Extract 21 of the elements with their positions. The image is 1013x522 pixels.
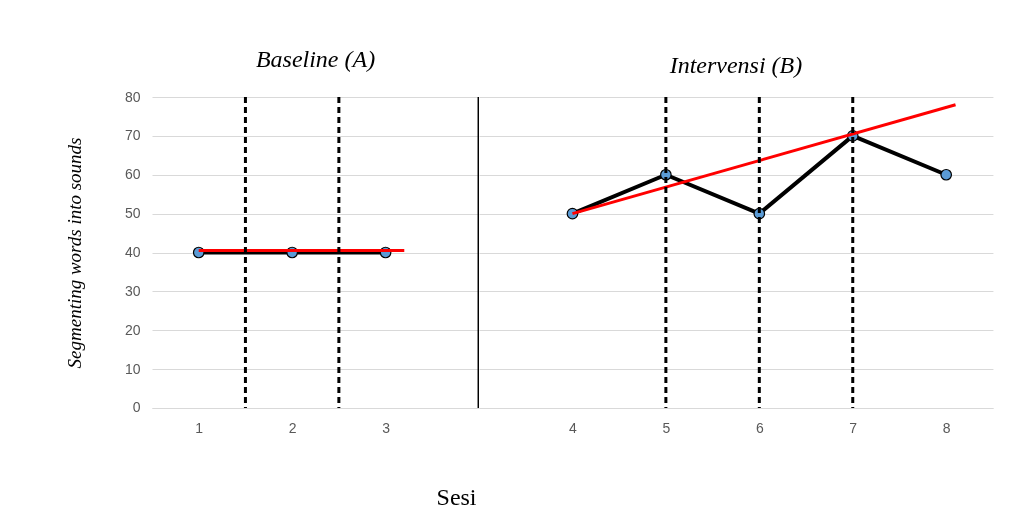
y-tick-label: 0	[132, 399, 141, 416]
y-tick-label: 10	[124, 360, 141, 377]
x-tick-label: 4	[569, 420, 578, 437]
y-tick-label: 40	[124, 244, 141, 260]
chart-title: Baseline (A)	[255, 46, 376, 72]
x-tick-label: 2	[288, 420, 297, 437]
x-tick-label: 8	[942, 420, 951, 437]
y-tick-label: 60	[124, 166, 141, 183]
y-tick-label: 80	[124, 88, 141, 105]
y-tick-label: 70	[124, 127, 141, 144]
y-tick-label: 50	[124, 205, 141, 222]
y-axis-title: Segmenting words into sounds	[63, 137, 85, 369]
x-tick-label: 6	[755, 420, 764, 437]
x-tick-label: 5	[662, 420, 671, 437]
x-axis-title: Sesi	[436, 484, 477, 511]
y-tick-label: 30	[124, 282, 141, 299]
y-tick-label: 20	[124, 321, 141, 338]
x-tick-label: 3	[382, 420, 391, 437]
x-tick-label: 1	[195, 420, 204, 437]
chart-title: Intervensi (B)	[668, 51, 803, 78]
x-tick-label: 7	[849, 420, 858, 437]
